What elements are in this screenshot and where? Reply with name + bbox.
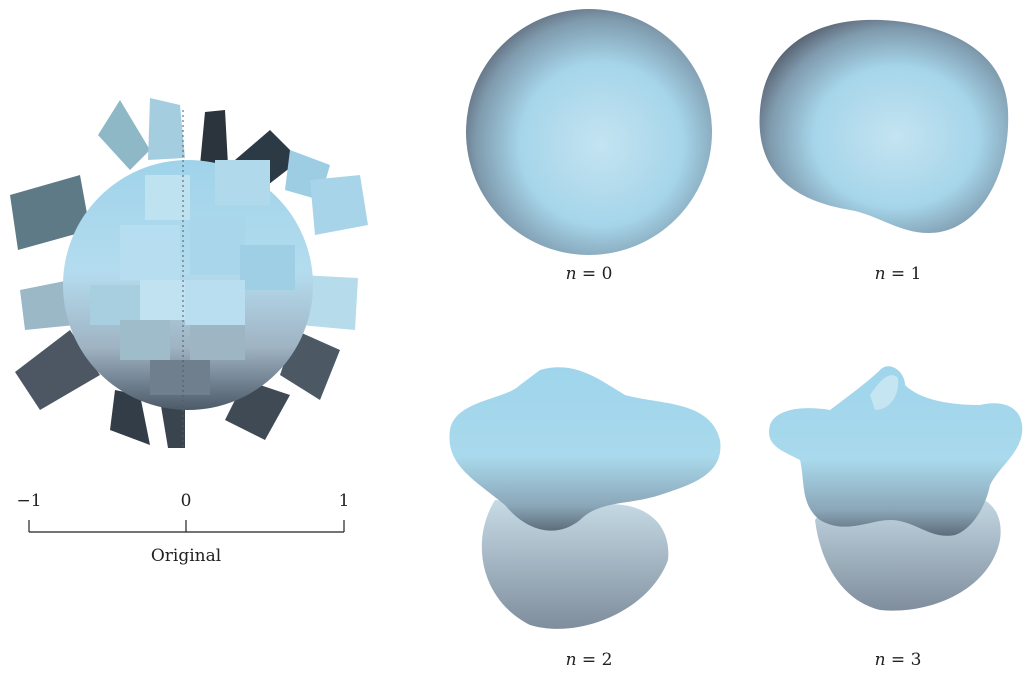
original-label: Original [151, 546, 221, 566]
axis-tick-label-neg1: −1 [16, 491, 41, 511]
axis-tick-label-0: 0 [181, 491, 192, 511]
panel-label-n3: n = 3 [875, 650, 922, 670]
panel-label-n1: n = 1 [875, 264, 922, 284]
panel-label-n2: n = 2 [566, 650, 613, 670]
axis-tick-label-1: 1 [339, 491, 350, 511]
panel-label-n0: n = 0 [566, 264, 613, 284]
